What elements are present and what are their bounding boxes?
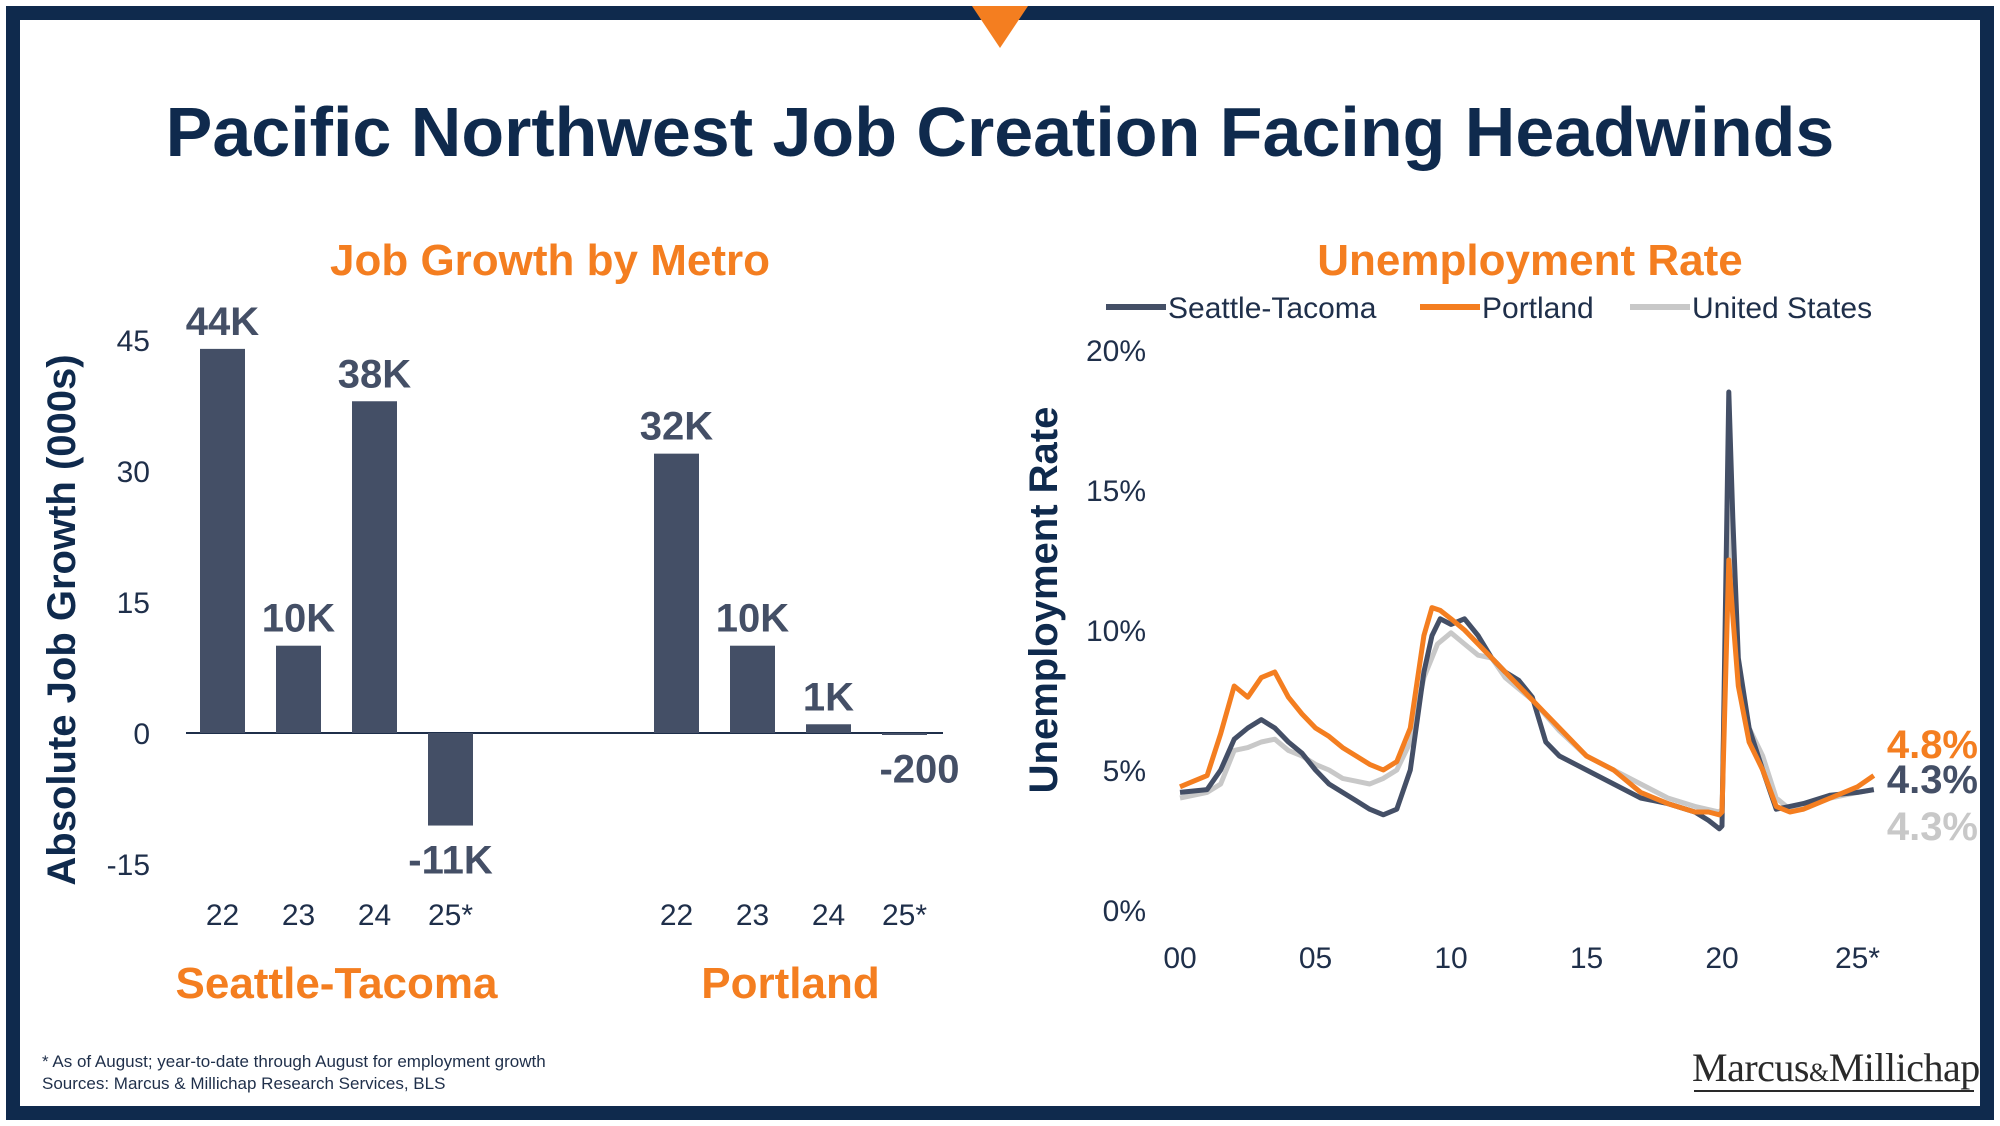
- end-value-label: 4.3%: [1887, 805, 1978, 849]
- legend-label: United States: [1692, 292, 1872, 325]
- x-tick-label: 22: [206, 899, 239, 932]
- bar-data-label: 10K: [262, 597, 335, 641]
- page-title: Pacific Northwest Job Creation Facing He…: [165, 93, 1835, 171]
- bar-chart-title: Job Growth by Metro: [330, 236, 770, 285]
- y-tick-label: 30: [117, 456, 150, 489]
- logo-underline: [1694, 1090, 1974, 1092]
- x-tick-label: 22: [660, 899, 693, 932]
- y-tick-label: 5%: [1103, 755, 1146, 788]
- series-line-seattle-tacoma: [1179, 389, 1875, 832]
- x-tick-label: 15: [1570, 942, 1603, 975]
- y-tick-label: 15: [117, 587, 150, 620]
- bar-0-0: [200, 348, 245, 733]
- group-label: Seattle-Tacoma: [176, 959, 498, 1008]
- bar-data-label: 32K: [640, 405, 713, 449]
- y-tick-label: 45: [117, 325, 150, 358]
- slide-frame: [6, 6, 1994, 1120]
- x-tick-label: 25*: [1835, 942, 1880, 975]
- x-tick-label: 00: [1163, 942, 1196, 975]
- x-tick-label: 25*: [428, 899, 473, 932]
- legend-label: Seattle-Tacoma: [1168, 292, 1377, 325]
- bar-data-label: -200: [879, 748, 959, 792]
- x-tick-label: 24: [358, 899, 391, 932]
- logo-left: Marcus: [1692, 1045, 1809, 1090]
- x-tick-label: 23: [736, 899, 769, 932]
- bar-0-3: [428, 733, 473, 826]
- footnote-asof: * As of August; year-to-date through Aug…: [42, 1052, 546, 1071]
- x-tick-label: 23: [282, 899, 315, 932]
- bar-1-2: [806, 724, 851, 733]
- orange-notch-icon: [972, 6, 1028, 48]
- series-line-united-states: [1179, 493, 1875, 815]
- marcus-millichap-logo: Marcus&Millichap: [1692, 1044, 1980, 1091]
- x-tick-label: 25*: [882, 899, 927, 932]
- x-tick-label: 10: [1434, 942, 1467, 975]
- logo-right: Millichap: [1828, 1045, 1981, 1090]
- footnote-sources: Sources: Marcus & Millichap Research Ser…: [42, 1074, 446, 1093]
- line-chart-title: Unemployment Rate: [1317, 236, 1743, 285]
- legend-label: Portland: [1482, 292, 1594, 325]
- bar-data-label: 44K: [186, 300, 259, 344]
- y-tick-label: 0%: [1103, 895, 1146, 928]
- x-tick-label: 05: [1299, 942, 1332, 975]
- y-tick-label: 0: [133, 718, 150, 751]
- x-tick-label: 20: [1705, 942, 1738, 975]
- y-tick-label: 15%: [1086, 475, 1146, 508]
- y-tick-label: 10%: [1086, 615, 1146, 648]
- series-line-portland: [1179, 557, 1876, 818]
- bar-data-label: -11K: [408, 839, 493, 883]
- y-axis-label: Absolute Job Growth (000s): [40, 354, 84, 885]
- bar-0-2: [352, 401, 397, 733]
- bar-data-label: 1K: [803, 675, 854, 719]
- end-value-label: 4.8%: [1887, 723, 1978, 767]
- group-label: Portland: [701, 959, 879, 1008]
- bar-1-3: [882, 733, 927, 735]
- bar-1-0: [654, 453, 699, 733]
- logo-amp: &: [1808, 1058, 1829, 1087]
- bar-chart: 45 30 15 0 -15 Absolute Job Growth (000s) 44K 2…: [40, 300, 960, 1008]
- x-tick-label: 24: [812, 899, 845, 932]
- end-value-label: 4.3%: [1887, 758, 1978, 802]
- bar-data-label: 38K: [338, 352, 411, 396]
- bar-0-1: [276, 645, 321, 733]
- y-tick-label: -15: [107, 849, 150, 882]
- line-chart: 20% 15% 10% 5% 0% 00 05 10 15 20 25* Unemployment R…: [1022, 292, 1978, 975]
- bar-1-1: [730, 645, 775, 733]
- y-axis-label: Unemployment Rate: [1022, 407, 1066, 794]
- y-tick-label: 20%: [1086, 335, 1146, 368]
- bar-data-label: 10K: [716, 597, 789, 641]
